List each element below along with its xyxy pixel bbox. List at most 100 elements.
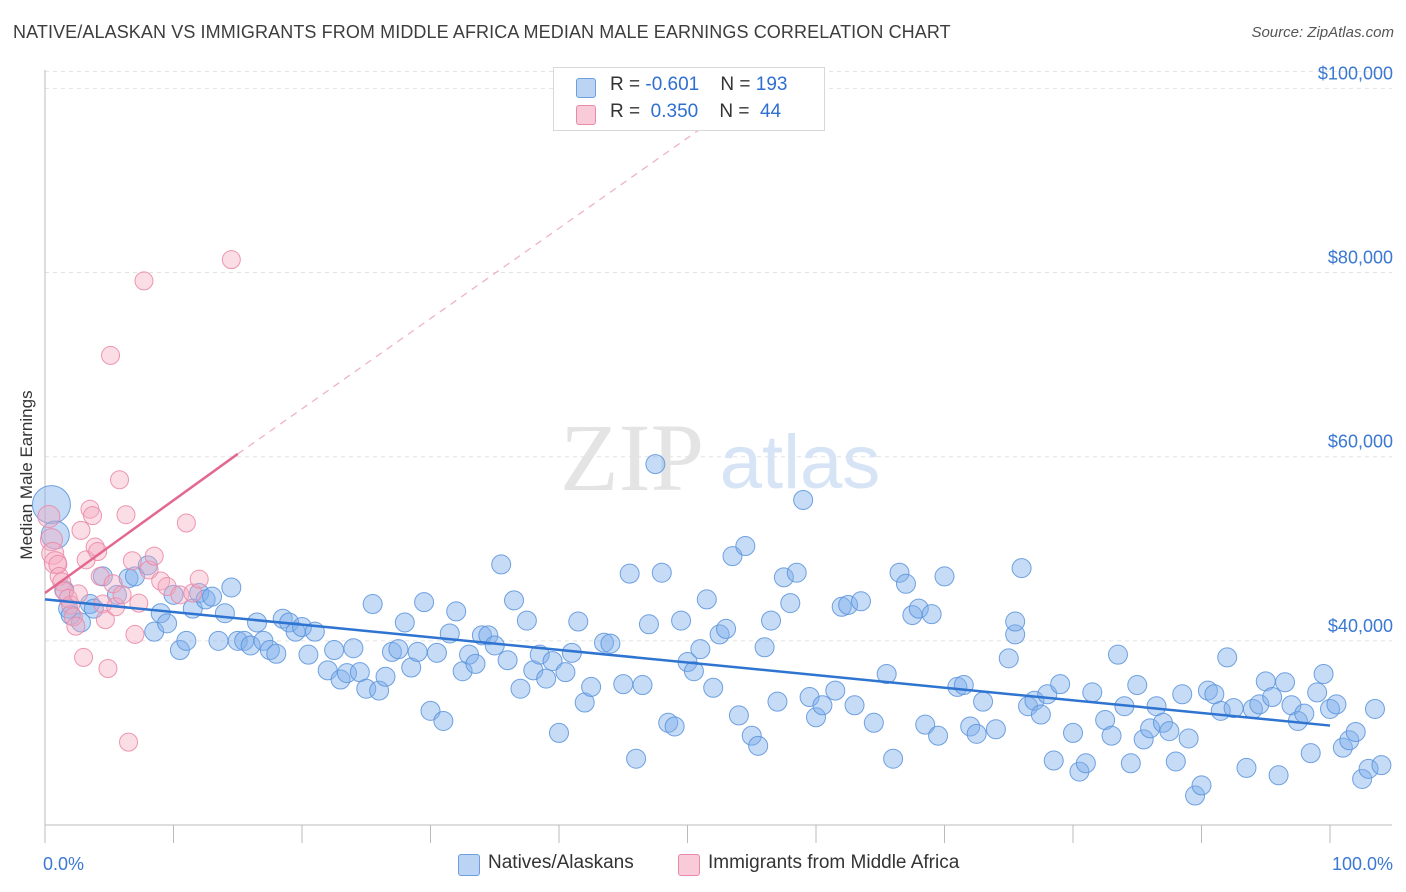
point-natives: [240, 635, 261, 656]
point-immigrants: [110, 470, 130, 490]
x-tick-label-min: 0.0%: [43, 854, 84, 874]
point-natives: [626, 748, 647, 769]
point-natives: [504, 590, 525, 611]
point-natives: [1030, 704, 1051, 725]
legend-bottom-label-immigrants: Immigrants from Middle Africa: [708, 852, 960, 873]
watermark: ZIP atlas: [560, 404, 880, 511]
point-immigrants: [144, 546, 164, 566]
point-natives: [1063, 722, 1083, 743]
point-natives: [895, 573, 916, 594]
point-natives: [1217, 647, 1238, 668]
point-natives: [696, 589, 717, 610]
point-natives: [998, 648, 1019, 669]
point-immigrants: [101, 345, 121, 365]
point-natives: [1300, 743, 1321, 764]
point-natives: [748, 735, 769, 756]
point-natives: [683, 661, 704, 682]
point-natives: [574, 692, 595, 713]
point-natives: [1371, 755, 1392, 776]
point-immigrants: [68, 584, 88, 604]
point-natives: [478, 625, 499, 646]
watermark-zip: ZIP: [560, 404, 704, 511]
point-natives: [1107, 644, 1128, 665]
point-natives: [144, 621, 165, 642]
x-tick-label-max: 100.0%: [1332, 854, 1393, 874]
legend-text-immigrants: R = 0.350 N = 44: [610, 101, 782, 122]
point-natives: [298, 644, 319, 665]
point-natives: [793, 489, 814, 510]
point-immigrants: [183, 583, 203, 603]
point-immigrants: [41, 541, 65, 565]
point-natives: [928, 725, 949, 746]
point-natives: [1082, 682, 1103, 703]
point-natives: [1005, 611, 1026, 632]
point-natives: [581, 676, 602, 697]
point-natives: [1165, 751, 1186, 772]
point-natives: [651, 562, 672, 583]
tick-labels: $40,000 $60,000 $80,000 $100,000 0.0% 100.0%: [43, 63, 1393, 874]
point-immigrants: [116, 505, 136, 525]
point-natives: [844, 695, 865, 716]
y-tick-label: $60,000: [1328, 432, 1393, 452]
point-immigrants: [134, 271, 154, 291]
legend-bottom-swatch-natives: [458, 854, 480, 876]
point-natives: [214, 603, 235, 624]
point-natives: [1133, 729, 1154, 750]
point-natives: [1275, 672, 1296, 693]
y-axis-label-wrap: Median Male Earnings: [12, 300, 42, 650]
point-natives: [889, 562, 910, 583]
point-natives: [915, 714, 936, 735]
point-natives: [709, 624, 730, 645]
point-natives: [124, 566, 145, 587]
legend-bottom-label-natives: Natives/Alaskans: [488, 852, 634, 873]
point-natives: [176, 630, 197, 651]
point-natives: [542, 651, 563, 672]
point-natives: [780, 593, 801, 614]
point-natives: [1172, 684, 1193, 705]
point-natives: [600, 633, 621, 654]
point-natives: [883, 748, 904, 769]
point-immigrants: [37, 505, 61, 529]
series-immigrants-middle-africa: [37, 250, 241, 752]
point-natives: [465, 653, 486, 674]
point-natives: [767, 691, 788, 712]
point-natives: [1011, 558, 1032, 579]
point-natives: [1069, 761, 1090, 782]
point-natives: [973, 691, 994, 712]
point-natives: [1178, 728, 1199, 749]
point-immigrants: [119, 732, 139, 752]
point-immigrants: [112, 585, 132, 605]
point-natives: [1197, 680, 1218, 701]
series-natives-alaskans: [31, 454, 1392, 806]
point-natives: [343, 638, 364, 659]
point-natives: [863, 712, 884, 733]
point-natives: [735, 536, 756, 557]
point-natives: [60, 605, 81, 626]
point-immigrants: [88, 542, 108, 562]
point-natives: [632, 675, 653, 696]
point-natives: [1159, 721, 1180, 742]
point-natives: [388, 639, 409, 660]
trend-line-immigrants-extension: [237, 83, 765, 455]
point-natives: [613, 674, 634, 695]
y-axis-label: Median Male Earnings: [17, 390, 36, 560]
point-natives: [247, 612, 268, 633]
point-natives: [658, 712, 679, 733]
point-natives: [593, 632, 614, 653]
point-natives: [414, 592, 435, 613]
trend-lines: [44, 83, 1331, 727]
point-natives: [703, 677, 724, 698]
point-natives: [1294, 703, 1315, 724]
point-natives: [491, 554, 512, 575]
point-natives: [202, 586, 223, 607]
point-immigrants: [63, 607, 83, 627]
point-natives: [1281, 695, 1302, 716]
point-natives: [1268, 765, 1289, 786]
point-natives: [728, 705, 749, 726]
source-label: Source: ZipAtlas.com: [1251, 24, 1394, 41]
point-natives: [645, 454, 666, 475]
point-immigrants: [221, 250, 241, 270]
point-natives: [1043, 750, 1064, 771]
point-natives: [671, 610, 692, 631]
